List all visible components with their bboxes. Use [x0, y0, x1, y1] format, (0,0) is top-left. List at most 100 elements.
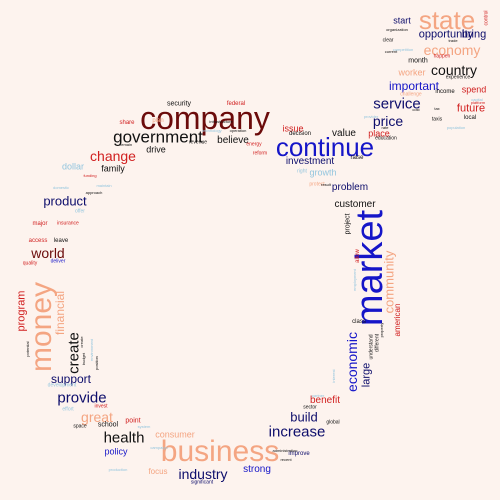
word-strong: strong — [243, 464, 271, 475]
word-opportunity: opportunity — [418, 28, 474, 41]
word-american: american — [393, 303, 402, 337]
word-consumer: consumer — [155, 429, 195, 440]
word-quality: quality — [22, 260, 38, 267]
word-income: income — [435, 89, 455, 95]
word-potential: potential — [25, 341, 30, 357]
word-health: health — [103, 429, 145, 447]
word-partner: partner — [311, 393, 325, 398]
word-approach: approach — [85, 190, 103, 195]
word-plan: plan — [152, 118, 164, 124]
word-worker: worker — [398, 67, 426, 78]
word-interest: interest — [331, 369, 336, 383]
word-spend: spend — [461, 84, 487, 95]
word-production: production — [108, 467, 128, 472]
word-business: business — [160, 435, 280, 468]
word-change: change — [90, 148, 136, 164]
word-protect: protect — [309, 181, 325, 188]
word-economic: economic — [344, 332, 360, 392]
word-insurance: insurance — [57, 220, 79, 227]
word-cost: cost — [412, 107, 420, 112]
word-challenge: challenge — [400, 91, 422, 98]
word-month: month — [408, 57, 428, 65]
word-share: share — [119, 120, 135, 126]
word-benefit: benefit — [309, 395, 341, 406]
word-platform: platform — [470, 100, 486, 105]
word-federal: federal — [226, 101, 246, 107]
word-education: education — [375, 135, 397, 142]
word-capital: capital — [471, 97, 483, 102]
word-school: school — [97, 421, 119, 429]
word-place: place — [368, 128, 390, 139]
word-leave: leave — [53, 238, 69, 244]
word-improve: improve — [288, 451, 310, 457]
word-major: major — [32, 221, 48, 227]
word-provide: provide — [57, 389, 107, 407]
word-customer: customer — [334, 199, 376, 210]
word-problem: problem — [331, 182, 369, 193]
word-access: access — [28, 238, 48, 244]
word-allow: allow — [355, 249, 361, 263]
word-local: local — [463, 115, 477, 121]
word-large: large — [360, 362, 373, 388]
word-population: population — [446, 125, 466, 130]
word-rate: rate — [381, 125, 389, 130]
word-control: control — [483, 10, 490, 26]
word-dollar: dollar — [61, 161, 85, 172]
word-drive: drive — [146, 144, 166, 155]
word-company: company — [140, 100, 270, 136]
word-environment: environment — [89, 338, 94, 362]
word-family: family — [101, 163, 125, 174]
word-policy: policy — [104, 446, 128, 457]
word-country: country — [431, 62, 477, 78]
word-important: important — [388, 79, 440, 93]
word-invest: invest — [94, 403, 108, 410]
word-right: right — [297, 168, 307, 175]
word-growth: growth — [309, 167, 337, 178]
word-taxis: taxis — [431, 116, 443, 123]
word-campaign: campaign — [150, 445, 168, 450]
word-great: great — [81, 409, 113, 425]
word-space: space — [73, 423, 87, 430]
word-state: state — [418, 5, 476, 35]
word-increase: increase — [268, 423, 326, 441]
word-support: support — [50, 372, 92, 386]
word-product: product — [43, 193, 87, 209]
word-revenue: revenue — [188, 139, 208, 146]
word-focus: focus — [148, 467, 168, 476]
word-bring: bring — [461, 28, 487, 41]
word-security: security — [166, 100, 192, 108]
word-believe: believe — [217, 135, 249, 146]
word-result: result — [321, 182, 331, 187]
word-deliver: deliver — [50, 258, 66, 265]
word-decision: decision — [288, 131, 312, 137]
word-property: property — [379, 322, 384, 338]
word-economy: economy — [423, 42, 481, 58]
word-global: global — [326, 419, 340, 426]
word-position: position — [94, 356, 99, 370]
word-clear: clear — [382, 37, 394, 44]
word-provider: provider — [363, 114, 379, 119]
word-create: create — [79, 336, 84, 348]
word-future: future — [456, 102, 486, 115]
word-happen: happen — [433, 53, 451, 60]
word-infrastructure: infrastructure — [209, 119, 233, 124]
word-issue: issue — [282, 123, 304, 134]
word-experience: experience — [445, 74, 471, 81]
word-raise: raise — [350, 155, 364, 161]
word-trade: trade — [448, 38, 458, 43]
word-start: start — [393, 15, 411, 26]
word-financial: financial — [53, 290, 67, 336]
word-competition: competition — [392, 47, 414, 52]
word-budget: budget — [81, 352, 86, 366]
word-project: project — [344, 213, 352, 235]
word-investment: investment — [285, 156, 335, 167]
word-class: class — [352, 319, 366, 325]
word-value: value — [332, 128, 356, 139]
word-remain: remain — [119, 142, 133, 147]
word-program: program — [15, 290, 28, 332]
word-point: point — [125, 417, 141, 425]
word-domestic: domestic — [52, 185, 70, 190]
word-effort: effort — [62, 406, 74, 413]
word-price: price — [372, 113, 404, 129]
